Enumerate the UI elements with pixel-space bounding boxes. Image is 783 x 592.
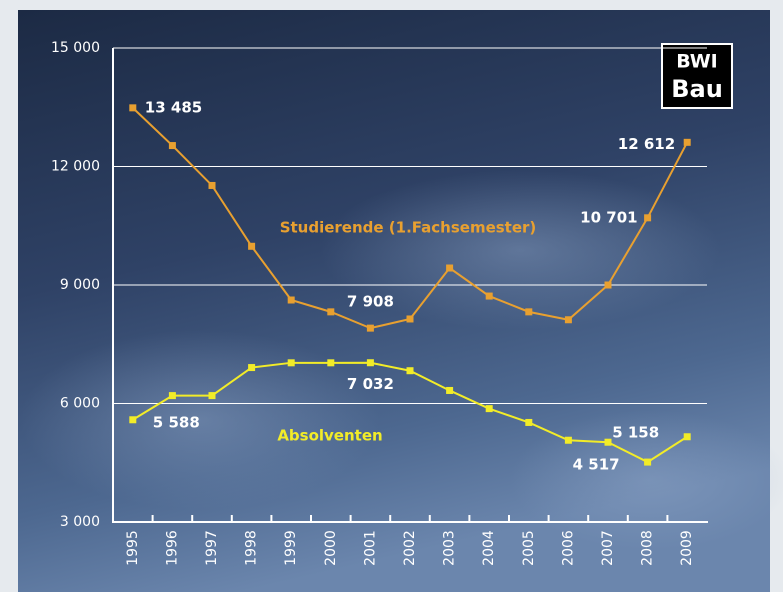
- point: [446, 387, 453, 394]
- value-label: 12 612: [618, 135, 675, 153]
- y-tick-label: 6 000: [60, 396, 100, 412]
- point: [367, 325, 374, 332]
- x-tick-label: 2008: [640, 530, 656, 566]
- value-label: 5 588: [153, 413, 200, 431]
- x-tick-label: 2002: [402, 530, 418, 566]
- point: [486, 293, 493, 300]
- point: [209, 182, 216, 189]
- logo-text: BWI: [676, 51, 717, 73]
- x-tick-label: 2006: [560, 530, 576, 566]
- y-tick-label: 3 000: [60, 514, 100, 530]
- y-tick-label: 12 000: [51, 159, 100, 175]
- point: [565, 437, 572, 444]
- page: BWI Bau 3 000 6 000 9 000 12 000 15 000 1995 1…: [0, 0, 783, 592]
- x-tick-label: 1996: [164, 530, 180, 566]
- x-tick-label: 1995: [125, 530, 141, 566]
- series-name: Absolventen: [277, 427, 382, 445]
- point: [486, 405, 493, 412]
- background-blob: [20, 330, 380, 510]
- point: [169, 142, 176, 149]
- chart: BWI Bau 3 000 6 000 9 000 12 000 15 000 1995 1…: [0, 0, 783, 592]
- point: [248, 243, 255, 250]
- point: [209, 392, 216, 399]
- point: [129, 416, 136, 423]
- x-tick-label: 2000: [323, 530, 339, 566]
- point: [288, 359, 295, 366]
- value-label: 13 485: [145, 98, 202, 116]
- point: [684, 433, 691, 440]
- point: [525, 308, 532, 315]
- point: [169, 392, 176, 399]
- point: [327, 359, 334, 366]
- point: [644, 214, 651, 221]
- value-label: 7 032: [347, 375, 394, 393]
- value-label: 4 517: [573, 456, 620, 474]
- point: [367, 359, 374, 366]
- series-name: Studierende (1.Fachsemester): [280, 219, 537, 237]
- point: [446, 265, 453, 272]
- point: [327, 308, 334, 315]
- point: [248, 364, 255, 371]
- x-tick-label: 1997: [204, 530, 220, 566]
- point: [407, 315, 414, 322]
- point: [407, 367, 414, 374]
- point: [565, 316, 572, 323]
- value-label: 5 158: [612, 423, 659, 441]
- value-label: 7 908: [347, 293, 394, 311]
- y-tick-label: 15 000: [51, 40, 100, 56]
- logo-text: Bau: [671, 75, 723, 103]
- point: [525, 419, 532, 426]
- point: [288, 297, 295, 304]
- x-tick-label: 1998: [244, 530, 260, 566]
- x-tick-label: 2004: [481, 530, 497, 566]
- point: [684, 139, 691, 146]
- x-tick-label: 2005: [521, 530, 537, 566]
- value-label: 10 701: [580, 208, 637, 226]
- point: [605, 439, 612, 446]
- y-tick-label: 9 000: [60, 277, 100, 293]
- point: [644, 459, 651, 466]
- x-tick-label: 2007: [600, 530, 616, 566]
- x-tick-label: 1999: [283, 530, 299, 566]
- x-tick-label: 2003: [442, 530, 458, 566]
- point: [605, 282, 612, 289]
- x-tick-label: 2009: [679, 530, 695, 566]
- x-tick-label: 2001: [362, 530, 378, 566]
- point: [129, 104, 136, 111]
